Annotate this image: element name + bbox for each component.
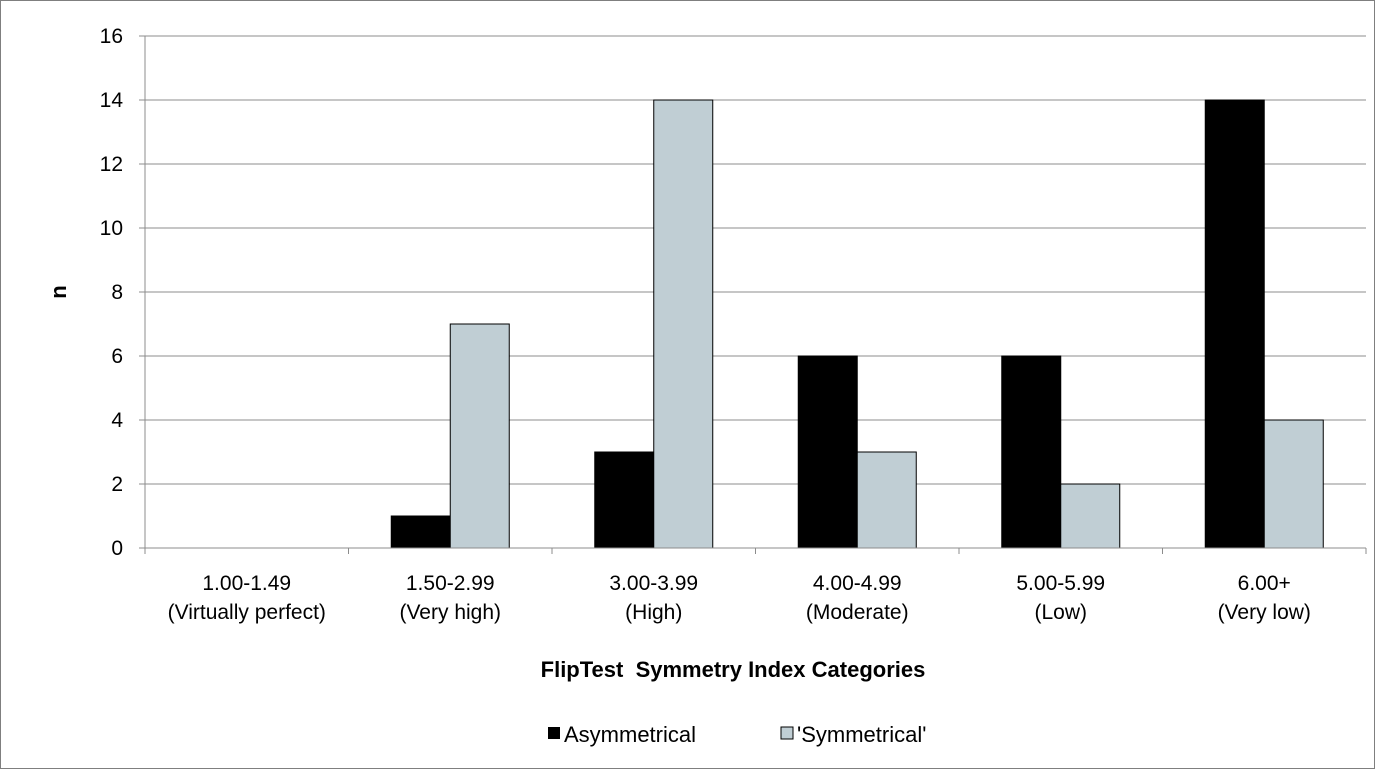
bar-asymmetrical [797,355,858,549]
x-category-labels: 1.00-1.49 (Virtually perfect) 1.50-2.99 (Ve… [168,572,1311,624]
y-tick-label: 2 [111,473,123,496]
legend-label: 'Symmetrical' [797,722,926,747]
x-category-label: 1.50-2.99 [406,572,495,595]
bar-asymmetrical [594,451,655,549]
bar-symmetrical [1060,483,1121,549]
x-category-label: (Moderate) [806,601,909,624]
gridlines [139,35,1366,549]
bars [390,99,1324,549]
y-tick-label: 8 [111,281,123,304]
x-category-label: 1.00-1.49 [202,572,291,595]
bar-asymmetrical [1204,99,1265,549]
bar-symmetrical [1263,419,1324,549]
x-axis-title: FlipTest Symmetry Index Categories [541,657,926,682]
bar-asymmetrical [1001,355,1062,549]
x-category-label: (High) [625,601,682,624]
x-category-label: (Very high) [399,601,501,624]
axes [144,36,1367,554]
legend-swatch [780,726,794,740]
bar-symmetrical [449,323,510,549]
y-tick-label: 10 [100,217,123,240]
y-tick-label: 0 [111,537,123,560]
y-tick-label: 4 [111,409,123,432]
y-tick-label: 14 [100,89,124,112]
x-category-label: 3.00-3.99 [609,572,698,595]
x-category-label: (Low) [1034,601,1087,624]
x-category-label: (Very low) [1218,601,1311,624]
bar-symmetrical [856,451,917,549]
y-tick-label: 16 [100,25,123,48]
y-tick-labels: 0 2 4 6 8 10 12 14 16 [100,25,124,560]
bar-asymmetrical [390,515,451,549]
y-axis-title: n [46,285,71,298]
y-tick-label: 6 [111,345,123,368]
x-category-label: 4.00-4.99 [813,572,902,595]
x-category-label: 6.00+ [1238,572,1291,595]
legend-swatch [548,727,560,739]
legend-label: Asymmetrical [564,722,696,747]
x-category-label: 5.00-5.99 [1016,572,1105,595]
x-category-label: (Virtually perfect) [168,601,326,624]
bar-symmetrical [653,99,714,549]
legend: Asymmetrical 'Symmetrical' [548,722,926,747]
y-tick-label: 12 [100,153,123,176]
